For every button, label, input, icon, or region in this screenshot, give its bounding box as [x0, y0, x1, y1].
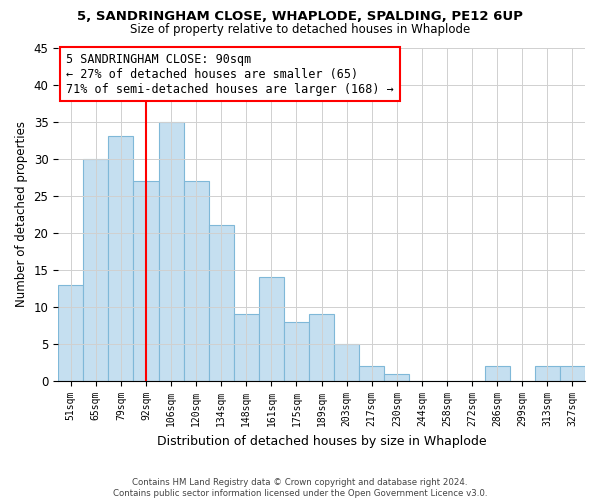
Bar [309, 314, 334, 381]
Bar [535, 366, 560, 381]
Text: Size of property relative to detached houses in Whaplode: Size of property relative to detached ho… [130, 22, 470, 36]
Bar [259, 278, 284, 381]
Bar [485, 366, 510, 381]
Text: 5, SANDRINGHAM CLOSE, WHAPLODE, SPALDING, PE12 6UP: 5, SANDRINGHAM CLOSE, WHAPLODE, SPALDING… [77, 10, 523, 23]
Bar [58, 285, 83, 381]
Bar [158, 122, 184, 381]
Bar [83, 158, 109, 381]
Bar [284, 322, 309, 381]
Bar [133, 181, 158, 381]
Bar [560, 366, 585, 381]
Text: Contains HM Land Registry data © Crown copyright and database right 2024.
Contai: Contains HM Land Registry data © Crown c… [113, 478, 487, 498]
Bar [184, 181, 209, 381]
Text: 5 SANDRINGHAM CLOSE: 90sqm
← 27% of detached houses are smaller (65)
71% of semi: 5 SANDRINGHAM CLOSE: 90sqm ← 27% of deta… [66, 52, 394, 96]
Bar [334, 344, 359, 381]
Bar [234, 314, 259, 381]
Bar [359, 366, 384, 381]
Bar [209, 226, 234, 381]
Bar [384, 374, 409, 381]
Y-axis label: Number of detached properties: Number of detached properties [15, 122, 28, 308]
Bar [109, 136, 133, 381]
X-axis label: Distribution of detached houses by size in Whaplode: Distribution of detached houses by size … [157, 434, 487, 448]
